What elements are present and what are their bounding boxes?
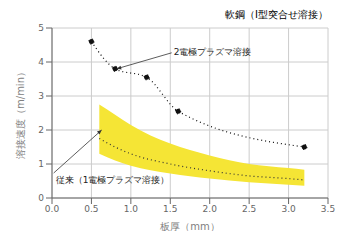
svg-text:0.0: 0.0 (45, 204, 60, 214)
svg-text:2: 2 (38, 125, 44, 135)
html-text:軟鋼（I型突合せ溶接）: 軟鋼（I型突合せ溶接） (225, 9, 328, 20)
svg-text:0: 0 (38, 193, 44, 203)
svg-text:1: 1 (38, 159, 44, 169)
svg-text:3.5: 3.5 (321, 204, 335, 214)
svg-text:4: 4 (38, 57, 44, 67)
svg-text:2電極プラズマ溶接: 2電極プラズマ溶接 (174, 47, 252, 57)
svg-text:従来（1電極プラズマ溶接）: 従来（1電極プラズマ溶接） (56, 175, 170, 185)
svg-text:0.5: 0.5 (84, 204, 98, 214)
svg-text:板厚（mm）: 板厚（mm） (159, 221, 219, 231)
svg-text:1.5: 1.5 (163, 204, 177, 214)
svg-text:1.0: 1.0 (124, 204, 139, 214)
svg-text:2.0: 2.0 (203, 204, 218, 214)
svg-text:5: 5 (38, 23, 44, 33)
svg-text:3.0: 3.0 (281, 204, 296, 214)
svg-text:溶接速度（m/min）: 溶接速度（m/min） (15, 67, 26, 159)
svg-text:3: 3 (38, 91, 44, 101)
svg-text:2.5: 2.5 (242, 204, 256, 214)
